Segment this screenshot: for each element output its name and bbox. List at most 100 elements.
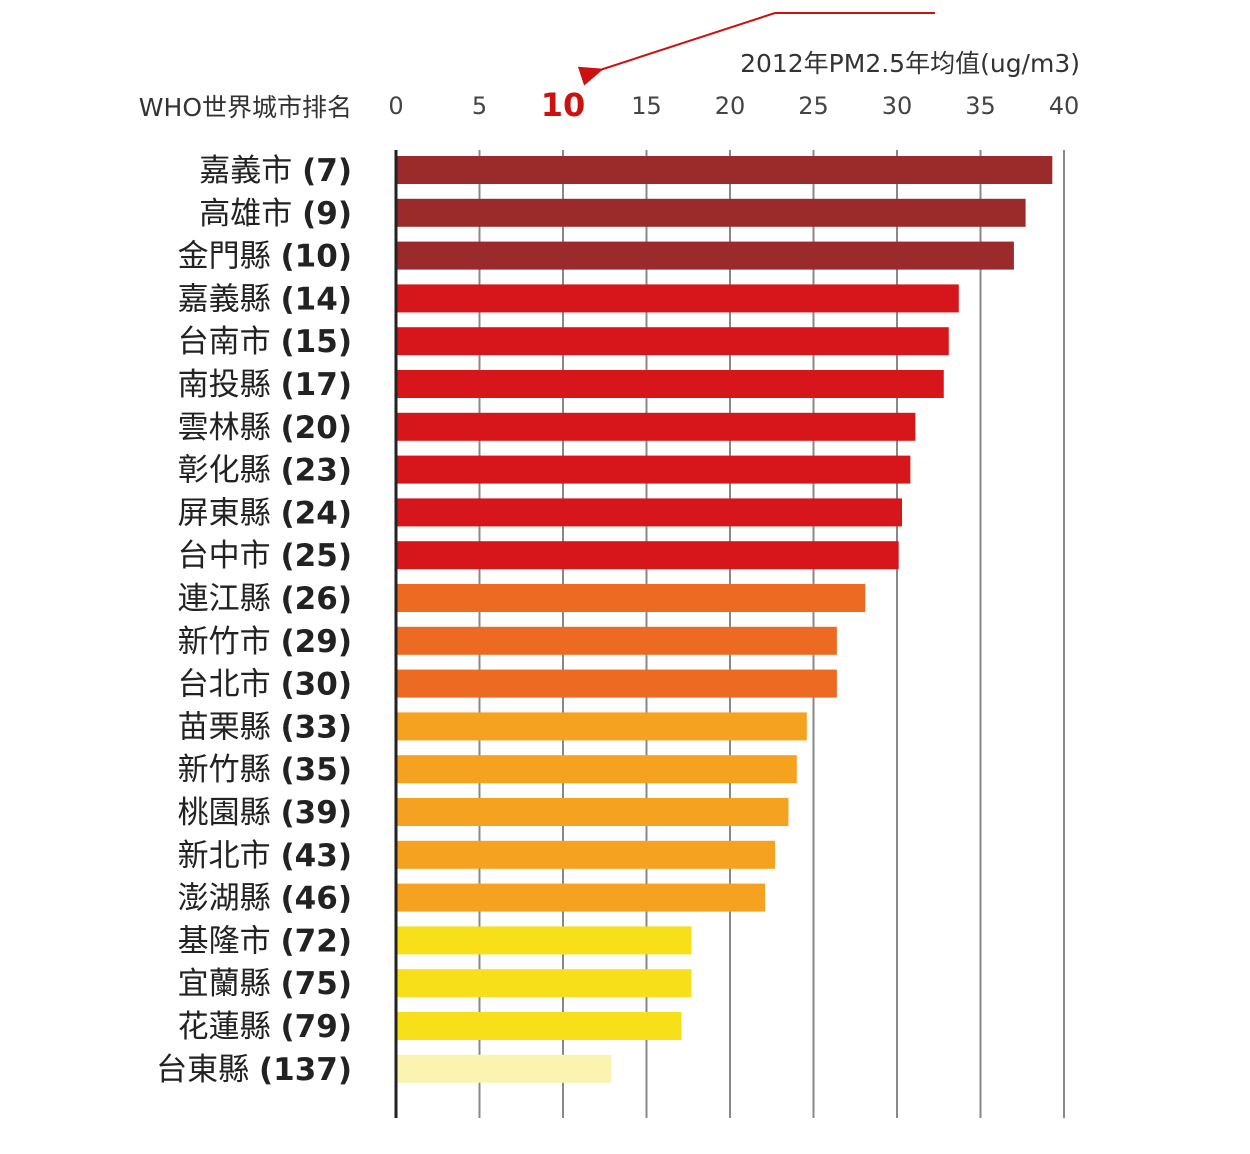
x-tick-label-20: 20: [715, 92, 746, 120]
category-label-11: 新竹市 (29): [178, 624, 352, 660]
category-rank: (75): [281, 966, 352, 1002]
category-rank: (137): [259, 1052, 352, 1088]
category-label-8: 屏東縣 (24): [178, 495, 352, 531]
bar-7: [396, 455, 911, 484]
category-rank: (15): [281, 324, 352, 360]
category-name: 嘉義市: [199, 153, 302, 189]
category-rank: (35): [281, 752, 352, 788]
category-rank: (46): [281, 881, 352, 917]
bar-10: [396, 584, 866, 612]
category-name: 台南市: [178, 324, 281, 360]
category-label-1: 高雄市 (9): [199, 196, 352, 232]
bar-9: [396, 541, 899, 570]
category-rank: (20): [281, 410, 352, 446]
category-label-12: 台北市 (30): [178, 667, 352, 703]
category-rank: (17): [281, 367, 352, 403]
category-label-20: 花蓮縣 (79): [178, 1009, 352, 1045]
bar-21: [396, 1054, 612, 1083]
category-label-6: 雲林縣 (20): [178, 410, 352, 446]
bar-20: [396, 1012, 682, 1040]
category-rank: (39): [281, 795, 352, 831]
category-name: 新北市: [178, 838, 281, 874]
category-rank: (29): [281, 624, 352, 660]
x-tick-label-0: 0: [388, 92, 403, 120]
x-tick-label-40: 40: [1049, 92, 1080, 120]
category-label-10: 連江縣 (26): [178, 581, 352, 617]
category-name: 新竹市: [178, 624, 281, 660]
category-rank: (10): [281, 239, 352, 275]
category-name: 屏東縣: [178, 495, 281, 531]
category-rank: (9): [302, 196, 352, 232]
category-name: 基隆市: [178, 923, 281, 959]
category-label-0: 嘉義市 (7): [199, 153, 352, 189]
who-guideline-arrow: [577, 12, 935, 86]
category-label-19: 宜蘭縣 (75): [178, 966, 352, 1002]
bar-15: [396, 798, 789, 826]
bar-17: [396, 883, 766, 912]
chart-title: 2012年PM2.5年均值(ug/m3): [740, 49, 1080, 78]
category-rank: (7): [302, 153, 352, 189]
category-label-9: 台中市 (25): [178, 538, 352, 574]
category-label-3: 嘉義縣 (14): [178, 281, 352, 317]
category-name: 連江縣: [178, 581, 281, 617]
bar-16: [396, 840, 776, 869]
category-label-4: 台南市 (15): [178, 324, 352, 360]
x-tick-label-10: 10: [541, 86, 586, 124]
category-name: 台東縣: [156, 1052, 259, 1088]
category-rank: (72): [281, 923, 352, 959]
category-name: 台北市: [178, 667, 281, 703]
bar-12: [396, 669, 837, 698]
category-name: 宜蘭縣: [178, 966, 281, 1002]
category-name: 彰化縣: [178, 453, 281, 489]
bar-1: [396, 198, 1026, 227]
x-tick-label-5: 5: [472, 92, 487, 120]
category-rank: (43): [281, 838, 352, 874]
x-tick-label-30: 30: [882, 92, 913, 120]
bar-8: [396, 498, 903, 527]
category-label-18: 基隆市 (72): [178, 923, 352, 959]
bar-13: [396, 712, 807, 741]
category-rank: (79): [281, 1009, 352, 1045]
category-rank: (33): [281, 709, 352, 745]
category-name: 雲林縣: [178, 410, 281, 446]
bar-0: [396, 156, 1053, 184]
category-name: 高雄市: [199, 196, 302, 232]
category-name: 花蓮縣: [178, 1009, 281, 1045]
category-label-13: 苗栗縣 (33): [178, 709, 352, 745]
bar-11: [396, 626, 837, 655]
bar-18: [396, 926, 692, 955]
bar-2: [396, 241, 1014, 270]
x-tick-label-25: 25: [798, 92, 829, 120]
category-name: 澎湖縣: [178, 881, 281, 917]
category-name: 桃園縣: [178, 795, 281, 831]
bar-6: [396, 412, 916, 441]
bars: [396, 156, 1053, 1083]
bar-14: [396, 755, 797, 784]
category-name: 苗栗縣: [178, 709, 281, 745]
category-label-21: 台東縣 (137): [156, 1052, 352, 1088]
category-name: 新竹縣: [178, 752, 281, 788]
bar-5: [396, 370, 944, 398]
bar-3: [396, 284, 959, 313]
category-name: 金門縣: [178, 239, 281, 275]
category-label-17: 澎湖縣 (46): [178, 881, 352, 917]
category-name: 台中市: [178, 538, 281, 574]
category-label-16: 新北市 (43): [178, 838, 352, 874]
category-label-2: 金門縣 (10): [178, 239, 352, 275]
category-rank: (26): [281, 581, 352, 617]
category-rank: (14): [281, 281, 352, 317]
category-name: 嘉義縣: [178, 281, 281, 317]
bar-19: [396, 969, 692, 998]
category-label-5: 南投縣 (17): [178, 367, 352, 403]
category-label-7: 彰化縣 (23): [178, 453, 352, 489]
bar-4: [396, 327, 949, 356]
category-label-15: 桃園縣 (39): [178, 795, 352, 831]
x-tick-labels: 0 5 10 15 20 25 30 35 40: [388, 86, 1079, 124]
category-rank: (30): [281, 667, 352, 703]
category-labels: 嘉義市 (7)高雄市 (9)金門縣 (10)嘉義縣 (14)台南市 (15)南投…: [156, 153, 352, 1088]
category-header: WHO世界城市排名: [139, 93, 352, 122]
category-label-14: 新竹縣 (35): [178, 752, 352, 788]
category-rank: (23): [281, 453, 352, 489]
x-tick-label-35: 35: [965, 92, 996, 120]
